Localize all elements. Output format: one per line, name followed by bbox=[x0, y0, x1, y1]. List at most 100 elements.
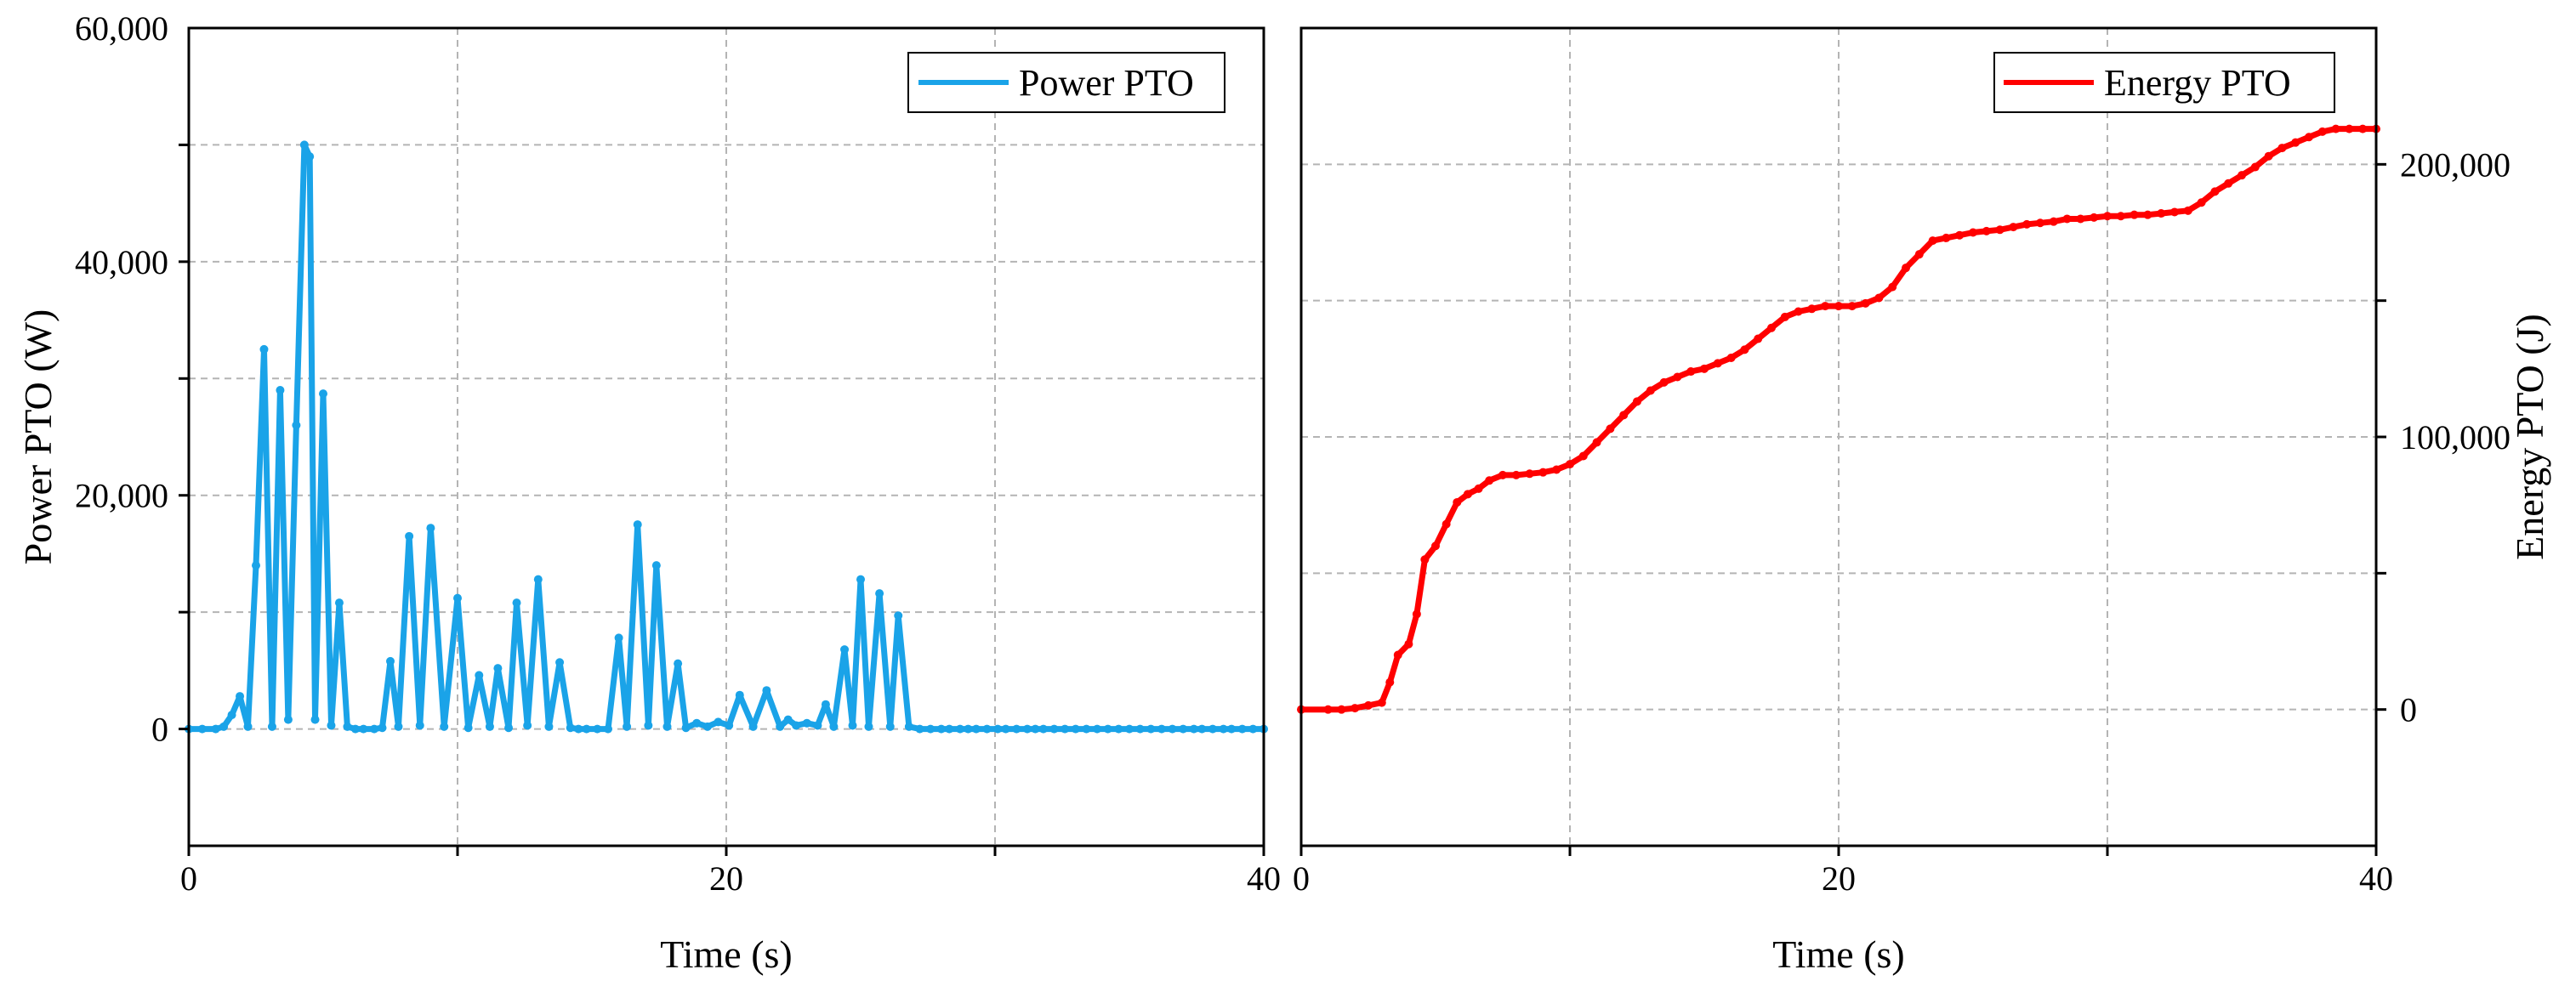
energy-data-point bbox=[2331, 124, 2340, 133]
power-data-point bbox=[350, 724, 360, 734]
energy-data-point bbox=[1463, 490, 1472, 499]
power-data-point bbox=[463, 723, 473, 733]
power-data-point bbox=[1125, 724, 1134, 734]
power-data-point bbox=[197, 724, 207, 734]
energy-data-point bbox=[2103, 212, 2112, 221]
energy-data-point bbox=[2116, 212, 2125, 221]
energy-data-point bbox=[1385, 677, 1395, 687]
power-data-point bbox=[623, 722, 632, 731]
energy-data-point bbox=[2143, 210, 2152, 219]
energy-data-point bbox=[1673, 372, 1682, 382]
power-data-point bbox=[926, 724, 935, 734]
energy-data-point bbox=[1646, 386, 1655, 395]
power-data-point bbox=[1082, 724, 1091, 734]
power-data-point bbox=[243, 722, 253, 731]
energy-data-point bbox=[1659, 377, 1669, 387]
power-data-point bbox=[692, 718, 702, 728]
power-data-point bbox=[544, 722, 554, 731]
power-data-point bbox=[821, 700, 830, 709]
energy-data-point bbox=[1969, 228, 1977, 237]
power-data-point bbox=[702, 722, 712, 731]
energy-data-point bbox=[1995, 225, 2005, 235]
power-data-point bbox=[386, 656, 395, 666]
power-data-point bbox=[1114, 724, 1123, 734]
energy-data-point bbox=[2036, 218, 2044, 228]
energy-data-point bbox=[2049, 217, 2058, 226]
power-data-point bbox=[915, 724, 924, 734]
power-data-point bbox=[475, 671, 484, 680]
power-data-point bbox=[614, 633, 623, 643]
power-data-point bbox=[674, 659, 683, 668]
energy-chart-y-axis-title: Energy PTO (J) bbox=[2508, 314, 2551, 560]
power-data-point bbox=[378, 723, 387, 733]
power-data-point bbox=[1103, 724, 1112, 734]
power-data-point bbox=[219, 722, 229, 731]
power-data-point bbox=[813, 721, 822, 730]
power-data-point bbox=[875, 589, 884, 598]
power-data-point bbox=[792, 721, 801, 730]
power-data-point bbox=[299, 140, 309, 150]
energy-data-point bbox=[1982, 226, 1991, 235]
energy-data-point bbox=[1404, 639, 1413, 649]
energy-data-point bbox=[1511, 470, 1521, 479]
power-data-point bbox=[1237, 724, 1247, 734]
energy-data-point bbox=[2291, 138, 2300, 147]
energy-data-point bbox=[1592, 438, 1601, 447]
energy-data-point bbox=[1726, 354, 1736, 363]
power-data-point bbox=[633, 520, 642, 530]
power-data-point bbox=[945, 724, 954, 734]
energy-data-point bbox=[2264, 151, 2273, 161]
power-data-point bbox=[993, 724, 1003, 734]
energy-data-point bbox=[2250, 162, 2260, 172]
power-chart-legend: Power PTO bbox=[907, 52, 1225, 113]
energy-data-point bbox=[1393, 650, 1402, 660]
power-data-point bbox=[1061, 724, 1070, 734]
power-data-point bbox=[523, 721, 532, 730]
power-data-point bbox=[964, 724, 973, 734]
power-chart-ticks: 0 20 40 0 20,000 40,000 60,000 bbox=[75, 9, 1281, 898]
energy-data-point bbox=[1498, 470, 1507, 479]
power-data-point bbox=[236, 692, 245, 701]
power-chart-x-axis-title: Time (s) bbox=[660, 932, 793, 976]
energy-data-point bbox=[1619, 411, 1629, 420]
energy-chart-legend: Energy PTO bbox=[1993, 52, 2335, 113]
power-data-point bbox=[651, 561, 661, 570]
energy-data-point bbox=[1364, 700, 1373, 710]
energy-data-point bbox=[1420, 555, 1430, 564]
power-data-point bbox=[848, 721, 857, 730]
power-data-point bbox=[593, 724, 602, 734]
energy-data-point bbox=[1928, 236, 1937, 246]
power-data-point bbox=[644, 721, 653, 730]
energy-data-point bbox=[1914, 250, 1924, 259]
energy-chart-series bbox=[1297, 124, 2380, 714]
power-data-point bbox=[776, 722, 785, 731]
power-data-point bbox=[1197, 724, 1207, 734]
energy-data-point bbox=[2009, 223, 2018, 232]
energy-data-point bbox=[2090, 213, 2099, 222]
power-legend-label: Power PTO bbox=[1019, 62, 1194, 104]
energy-y-tick-label: 0 bbox=[2400, 691, 2417, 729]
energy-data-point bbox=[2197, 198, 2206, 207]
power-data-point bbox=[440, 722, 449, 731]
power-data-point bbox=[1031, 724, 1040, 734]
power-data-point bbox=[1135, 724, 1145, 734]
energy-data-point bbox=[1351, 704, 1360, 713]
power-data-point bbox=[1208, 724, 1217, 734]
power-data-point bbox=[267, 722, 276, 731]
energy-x-tick-label: 40 bbox=[2359, 859, 2393, 898]
power-data-point bbox=[276, 386, 285, 395]
energy-x-tick-label: 20 bbox=[1822, 859, 1856, 898]
power-data-point bbox=[1179, 724, 1188, 734]
power-data-point bbox=[725, 721, 734, 730]
power-data-point bbox=[327, 721, 336, 730]
power-data-point bbox=[955, 724, 964, 734]
power-data-point bbox=[485, 722, 494, 731]
power-data-point bbox=[566, 723, 575, 733]
energy-data-point bbox=[1794, 307, 1803, 316]
power-data-point bbox=[292, 421, 301, 430]
power-chart-y-axis-title: Power PTO (W) bbox=[16, 309, 60, 565]
power-data-point bbox=[319, 389, 327, 399]
energy-data-point bbox=[1780, 312, 1789, 321]
power-data-point bbox=[574, 724, 583, 734]
energy-data-point bbox=[2022, 219, 2032, 229]
